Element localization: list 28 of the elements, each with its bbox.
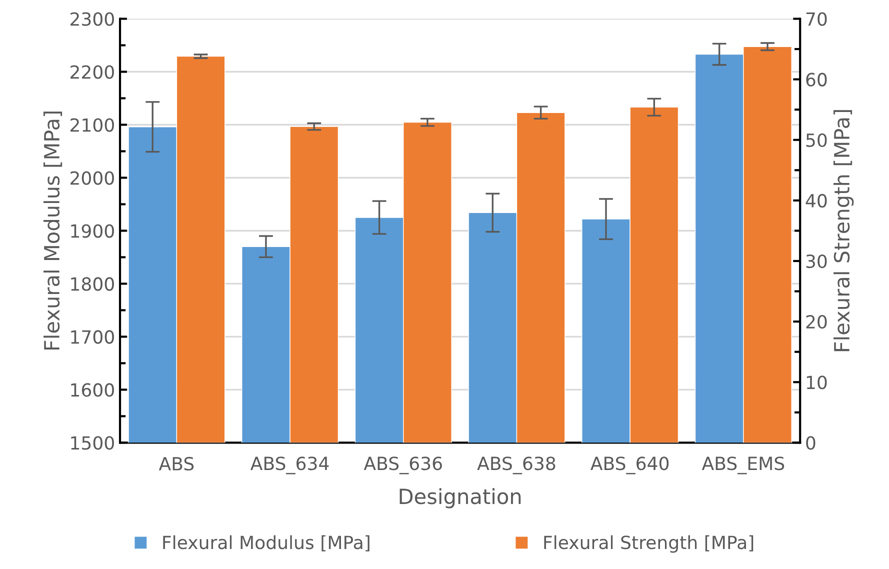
y2-tick-label: 0 [806,436,816,450]
y2-tick-label: 40 [806,194,827,208]
y-tick-label: 1700 [71,330,114,344]
y-tick-label: 2000 [70,171,114,185]
x-tick-label: ABS_640 [590,456,669,474]
y-tick-label: 1500 [71,436,114,450]
x-tick-label: ABS_EMS [702,456,784,474]
y-tick-label: 2200 [70,65,114,79]
y-tick-label: 2100 [70,118,114,132]
y-tick-label: 1900 [71,224,114,238]
x-tick-label: ABS_636 [364,456,442,474]
y2-tick-label: 50 [806,133,827,148]
y-tick-label: 2300 [70,12,114,26]
y2-axis-title: Flexural Strength [MPa] [833,110,854,352]
x-tick-label: ABS [158,456,194,471]
legend-label: Flexural Strength [MPa] [544,535,754,553]
y-tick-label: 1800 [71,277,114,291]
legend-label: Flexural Modulus [MPa] [163,535,370,552]
x-tick-label: ABS_634 [250,456,329,474]
y-tick-label: 1600 [71,383,114,397]
x-tick-label: ABS_638 [477,456,556,474]
y-axis-title: Flexural Modulus [MPa] [43,112,62,350]
y2-tick-label: 30 [806,254,827,268]
y2-tick-label: 20 [806,315,827,329]
x-axis-title: Designation [400,488,521,508]
y2-tick-label: 70 [806,12,827,26]
y2-tick-label: 60 [806,72,827,86]
y2-tick-label: 10 [806,376,827,390]
